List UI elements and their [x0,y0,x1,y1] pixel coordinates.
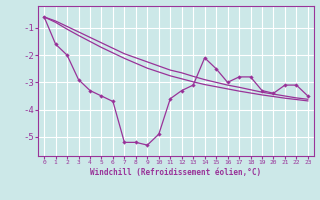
X-axis label: Windchill (Refroidissement éolien,°C): Windchill (Refroidissement éolien,°C) [91,168,261,177]
